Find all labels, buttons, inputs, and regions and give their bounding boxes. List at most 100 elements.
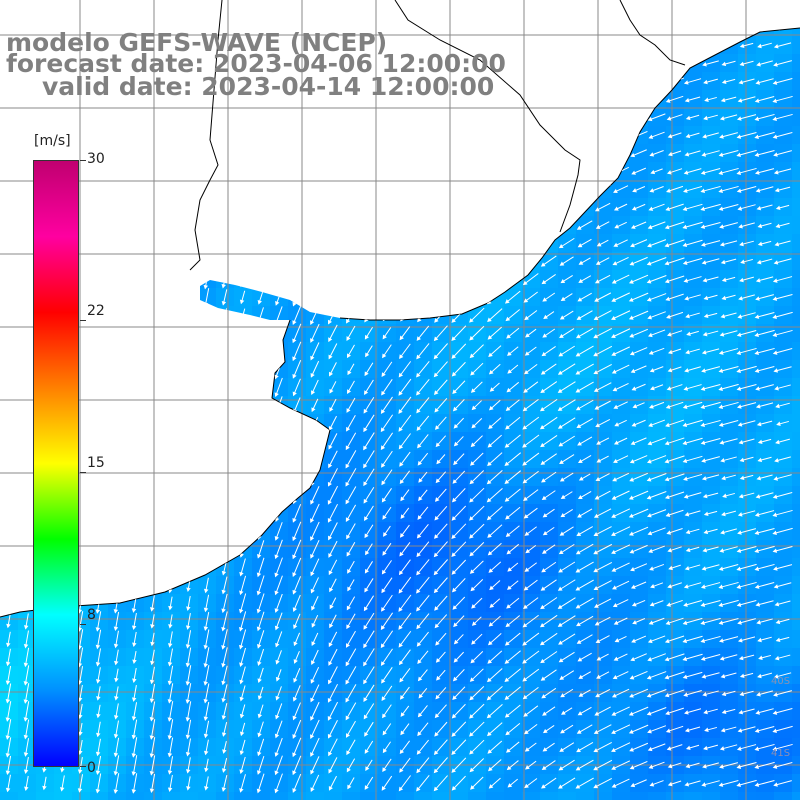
wind-arrow bbox=[398, 775, 411, 792]
wind-arrow bbox=[557, 615, 576, 627]
wind-arrow bbox=[347, 560, 355, 574]
wind-arrow bbox=[203, 683, 210, 704]
wind-arrow bbox=[77, 161, 84, 182]
wind-arrow bbox=[539, 200, 558, 214]
wind-arrow bbox=[522, 632, 540, 646]
wind-arrow bbox=[593, 382, 612, 392]
wind-arrow bbox=[648, 131, 665, 139]
wind-arrow bbox=[95, 629, 102, 650]
wind-arrow bbox=[222, 524, 227, 539]
wind-arrow bbox=[739, 276, 754, 283]
wind-arrow bbox=[399, 686, 410, 700]
wind-arrow bbox=[575, 759, 594, 771]
wind-arrow bbox=[736, 563, 757, 571]
wind-arrow bbox=[469, 344, 484, 359]
wind-arrow bbox=[522, 686, 539, 700]
wind-arrow bbox=[433, 127, 448, 144]
wind-arrow bbox=[274, 522, 283, 541]
wind-arrow bbox=[5, 755, 12, 776]
wind-arrow bbox=[649, 6, 665, 12]
wind-arrow bbox=[647, 527, 666, 536]
wind-arrow bbox=[577, 706, 592, 716]
wind-arrow bbox=[365, 129, 373, 142]
wind-arrow bbox=[487, 110, 503, 124]
wind-arrow bbox=[576, 615, 594, 627]
wind-arrow bbox=[398, 396, 412, 414]
wind-arrow bbox=[721, 294, 736, 301]
wind-arrow bbox=[774, 654, 791, 661]
wind-arrow bbox=[23, 756, 29, 774]
wind-arrow bbox=[5, 287, 12, 308]
wind-arrow bbox=[398, 217, 412, 234]
wind-arrow bbox=[77, 684, 83, 702]
wind-arrow bbox=[434, 595, 448, 611]
wind-arrow bbox=[594, 274, 611, 284]
wind-arrow bbox=[256, 395, 265, 416]
wind-arrow bbox=[454, 220, 464, 231]
wind-arrow bbox=[685, 762, 700, 769]
wind-arrow bbox=[470, 435, 483, 448]
wind-arrow bbox=[274, 593, 283, 613]
wind-arrow bbox=[700, 419, 721, 427]
wind-arrow bbox=[451, 559, 467, 575]
wind-arrow bbox=[469, 254, 484, 269]
wind-arrow bbox=[575, 777, 594, 789]
wind-arrow bbox=[6, 200, 11, 215]
wind-arrow bbox=[700, 582, 721, 589]
wind-arrow bbox=[488, 345, 502, 358]
wind-arrow bbox=[489, 382, 500, 392]
wind-arrow bbox=[524, 778, 538, 789]
wind-arrow bbox=[239, 774, 246, 793]
wind-arrow bbox=[416, 631, 429, 647]
wind-arrow bbox=[775, 222, 790, 229]
wind-arrow bbox=[113, 107, 120, 128]
wind-arrow bbox=[558, 28, 575, 33]
wind-arrow bbox=[629, 347, 648, 356]
wind-arrow bbox=[559, 670, 575, 680]
wind-arrow bbox=[347, 1, 356, 17]
wind-arrow bbox=[718, 150, 739, 157]
wind-arrow bbox=[718, 365, 739, 373]
wind-arrow bbox=[381, 163, 393, 180]
wind-arrow bbox=[540, 381, 558, 394]
wind-arrow bbox=[525, 760, 537, 770]
wind-arrow bbox=[399, 235, 411, 251]
wind-arrow bbox=[346, 415, 356, 432]
wind-arrow bbox=[611, 778, 630, 788]
wind-arrow bbox=[221, 378, 228, 397]
wind-arrow bbox=[558, 777, 576, 789]
wind-arrow bbox=[23, 521, 30, 542]
wind-arrow bbox=[541, 687, 557, 699]
wind-arrow bbox=[185, 757, 191, 774]
wind-arrow bbox=[345, 486, 357, 505]
wind-arrow bbox=[398, 145, 411, 162]
wind-arrow bbox=[739, 7, 755, 12]
wind-arrow bbox=[185, 449, 192, 470]
wind-arrow bbox=[487, 28, 503, 34]
wind-arrow bbox=[719, 654, 738, 661]
wind-arrow bbox=[382, 128, 392, 142]
wind-arrow bbox=[398, 198, 412, 216]
wind-arrow bbox=[702, 492, 719, 499]
wind-arrow bbox=[736, 779, 757, 787]
wind-arrow bbox=[451, 541, 467, 557]
wind-arrow bbox=[614, 419, 627, 427]
wind-arrow bbox=[453, 28, 464, 33]
wind-arrow bbox=[113, 377, 120, 398]
wind-arrow bbox=[113, 198, 120, 217]
wind-arrow bbox=[683, 168, 702, 175]
wind-arrow bbox=[451, 703, 466, 719]
wind-arrow bbox=[221, 431, 228, 452]
wind-arrow bbox=[629, 472, 648, 482]
wind-arrow bbox=[417, 2, 428, 16]
wind-arrow bbox=[398, 630, 412, 648]
wind-arrow bbox=[469, 487, 485, 503]
wind-arrow bbox=[774, 186, 791, 193]
wind-arrow bbox=[257, 505, 264, 522]
wind-arrow bbox=[504, 236, 521, 250]
wind-arrow bbox=[186, 559, 191, 576]
wind-arrow bbox=[701, 456, 720, 463]
wind-arrow bbox=[576, 418, 593, 428]
wind-arrow bbox=[185, 287, 192, 308]
wind-arrow bbox=[522, 183, 539, 196]
